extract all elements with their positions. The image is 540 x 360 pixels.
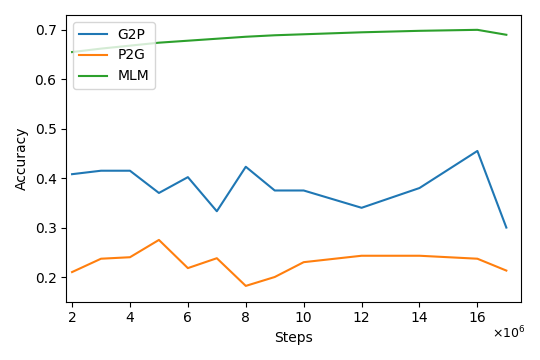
G2P (98, 168, 104, 173)
MLM (242, 35, 249, 39)
MLM (98, 46, 104, 51)
P2G (98, 257, 104, 261)
G2P (127, 168, 133, 173)
MLM (359, 30, 365, 35)
P2G (300, 260, 307, 264)
Line: P2G: P2G (72, 240, 507, 286)
G2P (503, 225, 510, 230)
Line: G2P: G2P (72, 151, 507, 228)
P2G (359, 253, 365, 258)
G2P (359, 206, 365, 210)
G2P (156, 191, 162, 195)
P2G (503, 269, 510, 273)
Line: MLM: MLM (72, 30, 507, 52)
P2G (69, 270, 75, 274)
MLM (69, 50, 75, 54)
MLM (474, 28, 481, 32)
G2P (300, 188, 307, 193)
P2G (416, 253, 423, 258)
MLM (272, 33, 278, 37)
G2P (214, 209, 220, 213)
MLM (156, 41, 162, 45)
MLM (127, 44, 133, 48)
G2P (242, 165, 249, 169)
P2G (214, 256, 220, 260)
MLM (416, 29, 423, 33)
P2G (127, 255, 133, 260)
G2P (416, 186, 423, 190)
P2G (242, 284, 249, 288)
G2P (474, 149, 481, 153)
MLM (214, 37, 220, 41)
P2G (272, 275, 278, 279)
Y-axis label: Accuracy: Accuracy (15, 127, 29, 190)
Legend: G2P, P2G, MLM: G2P, P2G, MLM (73, 22, 155, 89)
P2G (185, 266, 191, 270)
G2P (185, 175, 191, 179)
G2P (272, 188, 278, 193)
MLM (300, 32, 307, 36)
MLM (503, 33, 510, 37)
MLM (185, 39, 191, 43)
Text: $\times10^6$: $\times10^6$ (492, 325, 525, 341)
X-axis label: Steps: Steps (274, 331, 313, 345)
P2G (156, 238, 162, 242)
P2G (474, 257, 481, 261)
G2P (69, 172, 75, 176)
